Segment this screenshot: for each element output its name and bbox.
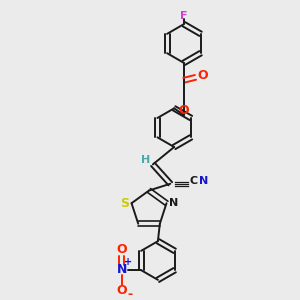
Text: N: N <box>169 198 178 208</box>
Text: N: N <box>199 176 208 186</box>
Text: S: S <box>120 197 129 210</box>
Text: O: O <box>197 69 208 82</box>
Text: H: H <box>140 154 150 165</box>
Text: O: O <box>116 284 127 297</box>
Text: O: O <box>116 243 127 256</box>
Text: C: C <box>190 176 198 186</box>
Text: N: N <box>117 263 127 276</box>
Text: O: O <box>178 104 189 117</box>
Text: F: F <box>180 11 188 21</box>
Text: +: + <box>124 257 132 267</box>
Text: -: - <box>127 288 132 300</box>
